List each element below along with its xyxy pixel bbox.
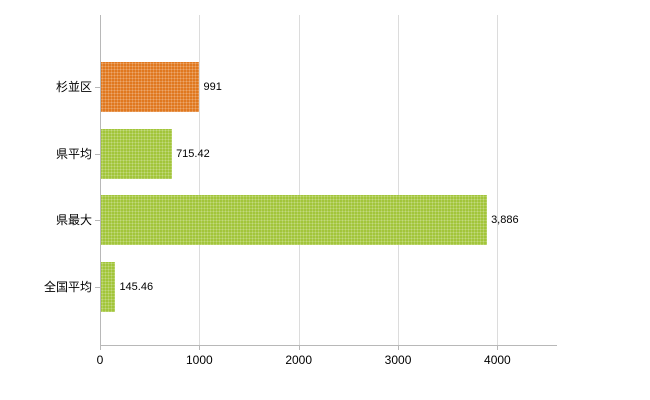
bar-value-label: 991 [203,81,222,93]
x-tick-label: 3000 [384,353,412,367]
bar-value-label: 145.46 [119,281,154,294]
y-axis [100,15,101,346]
category-label: 全国平均 [43,280,92,295]
x-axis-tick [199,345,201,350]
x-gridline [199,15,201,345]
x-gridline [398,15,400,345]
y-axis-tick [95,287,100,289]
category-label: 県最大 [55,213,92,228]
x-axis-tick [497,345,499,350]
y-axis-tick [95,220,100,222]
x-gridline [497,15,499,345]
x-axis-tick [100,345,101,350]
x-tick-label: 2000 [285,353,313,367]
category-label: 杉並区 [55,80,92,94]
x-axis-tick [298,345,300,350]
bar-4 [101,262,116,313]
x-axis-tick [398,345,400,350]
x-tick-label: 0 [96,353,104,367]
y-axis-tick [95,87,100,88]
x-tick-label: 1000 [185,353,213,367]
bar-value-label: 3,886 [491,214,519,227]
y-axis-tick [95,153,100,155]
bar-2 [101,128,173,179]
x-tick-label: 4000 [484,353,511,367]
category-label: 県平均 [55,146,92,161]
x-gridline [298,15,300,345]
bar-3 [101,195,488,246]
bar-1 [101,62,200,112]
bar-value-label: 715.42 [176,147,210,160]
x-axis [100,345,557,346]
